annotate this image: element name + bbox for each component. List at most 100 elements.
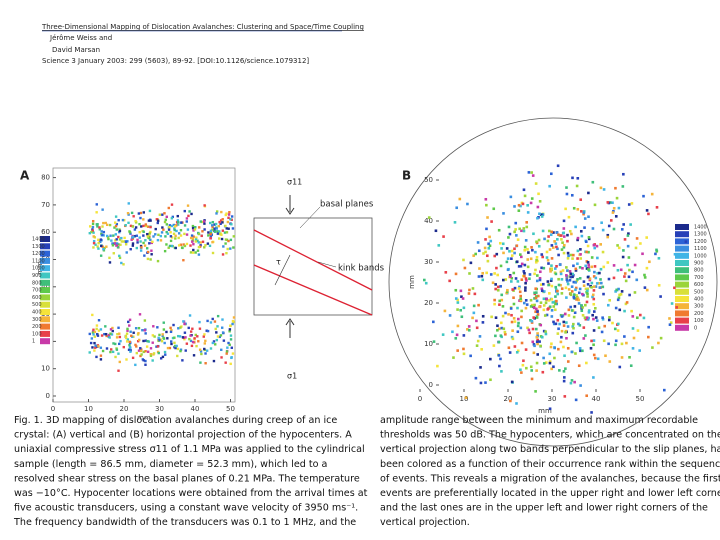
event-dot <box>544 301 548 305</box>
scale-label: 800 <box>694 268 704 274</box>
event-dot <box>511 288 515 291</box>
caption-line: vertical projection. <box>380 517 470 528</box>
event-dot <box>524 348 528 351</box>
event-dot <box>143 244 147 247</box>
event-dot <box>500 326 504 330</box>
caption-line: crystal: (A) vertical and (B) horizontal… <box>14 430 352 441</box>
event-dot <box>579 253 582 256</box>
event-dot <box>536 332 539 335</box>
event-dot <box>166 346 170 350</box>
event-dot <box>557 347 560 351</box>
event-dot <box>594 276 598 280</box>
event-dot <box>574 398 578 402</box>
event-dot <box>105 223 109 227</box>
event-dot <box>650 192 654 196</box>
event-dot <box>176 354 179 358</box>
event-dot <box>558 234 562 237</box>
event-dot <box>458 197 462 201</box>
event-dot <box>536 310 539 313</box>
event-dot <box>144 332 147 335</box>
event-dot <box>150 249 153 252</box>
event-dot <box>562 345 565 349</box>
event-dot <box>127 213 130 216</box>
event-dot <box>209 321 213 324</box>
event-dot <box>564 207 567 211</box>
event-dot <box>117 326 120 329</box>
event-dot <box>144 224 148 228</box>
event-dot <box>527 171 531 174</box>
event-dot <box>497 228 501 232</box>
event-dot <box>499 264 503 268</box>
event-dot <box>118 230 121 234</box>
event-dot <box>118 335 122 339</box>
event-dot <box>205 349 209 352</box>
event-dot <box>534 250 537 254</box>
event-dot <box>92 231 95 234</box>
event-dot <box>100 244 103 248</box>
event-dot <box>521 363 525 367</box>
event-dot <box>180 221 183 224</box>
event-dot <box>164 353 167 356</box>
event-dot <box>455 333 459 337</box>
event-dot <box>170 328 173 332</box>
event-dot <box>629 223 632 226</box>
event-dot <box>117 235 120 239</box>
y-axis-label: mm <box>408 275 416 289</box>
x-tick-label: 20 <box>504 395 513 403</box>
event-dot <box>621 255 625 259</box>
event-dot <box>138 313 142 316</box>
event-dot <box>586 275 590 279</box>
event-dot <box>115 242 119 245</box>
event-dot <box>107 333 111 337</box>
event-dot <box>198 327 202 330</box>
event-dot <box>215 227 218 230</box>
event-dot <box>146 235 150 238</box>
event-dot <box>555 299 558 303</box>
event-dot <box>520 309 523 313</box>
event-dot <box>190 344 194 348</box>
event-dot <box>554 242 558 245</box>
event-dot <box>199 244 202 247</box>
event-dot <box>228 211 231 214</box>
event-dot <box>162 336 165 340</box>
event-dot <box>199 361 202 364</box>
event-dot <box>203 204 206 207</box>
event-dot <box>504 332 507 336</box>
event-dot <box>179 243 183 246</box>
event-dot <box>565 192 569 196</box>
schematic: σ11 σ1 basal planes kink bands τ <box>253 178 385 381</box>
event-dot <box>580 234 584 238</box>
event-dot <box>225 212 228 215</box>
event-dot <box>168 346 172 350</box>
event-dot <box>98 226 101 229</box>
event-dot <box>226 247 229 251</box>
event-dot <box>559 270 563 274</box>
event-dot <box>614 215 618 218</box>
event-dot <box>579 384 582 387</box>
event-dot <box>96 223 99 226</box>
event-dot <box>482 252 485 255</box>
event-dot <box>532 316 536 319</box>
event-dot <box>156 345 160 348</box>
event-dot <box>569 275 572 279</box>
event-dot <box>228 343 231 346</box>
event-dot <box>99 346 103 349</box>
event-dot <box>515 260 519 264</box>
event-dot <box>93 341 96 345</box>
event-dot <box>647 212 650 216</box>
event-dot <box>519 204 522 208</box>
event-dot <box>539 344 542 348</box>
event-dot <box>462 352 466 356</box>
article-title[interactable]: Three-Dimensional Mapping of Dislocation… <box>41 23 364 31</box>
event-dot <box>192 235 195 238</box>
event-dot <box>550 297 554 301</box>
event-dot <box>196 239 199 243</box>
event-dot <box>620 342 624 346</box>
caption-line: was −10°C. Hypocenter locations were obt… <box>14 488 368 499</box>
event-dot <box>117 369 120 372</box>
event-dot <box>525 303 529 306</box>
event-dot <box>142 230 145 233</box>
event-dot <box>462 258 465 262</box>
event-dot <box>611 321 614 325</box>
event-dot <box>576 236 580 240</box>
